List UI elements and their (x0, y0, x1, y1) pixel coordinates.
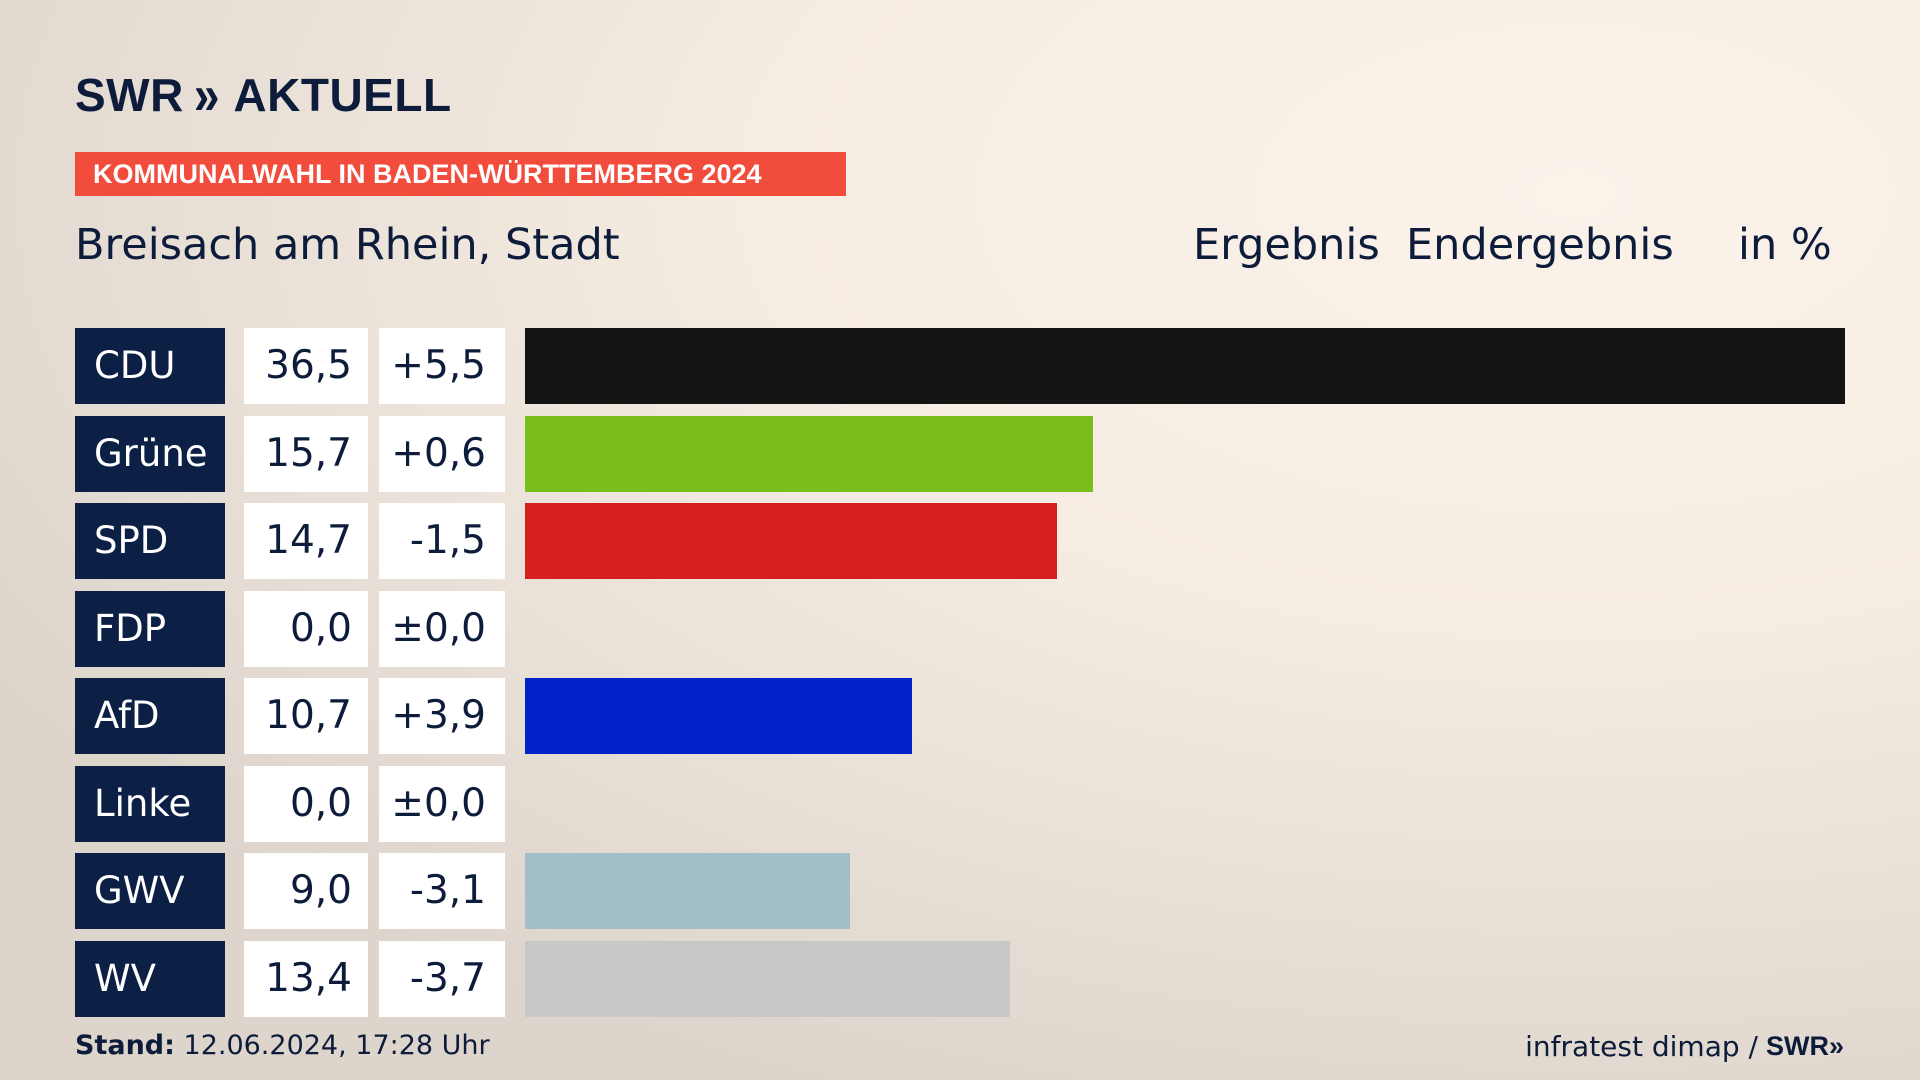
value-label: 0,0 (244, 591, 368, 667)
value-label: 15,7 (244, 416, 368, 492)
chart-row: GWV 9,0 -3,1 (75, 853, 1845, 929)
party-label: AfD (75, 678, 225, 754)
chart-row: Linke 0,0 ±0,0 (75, 766, 1845, 842)
source-chevron-icon: » (1828, 1031, 1844, 1061)
diff-label: -3,7 (379, 941, 505, 1017)
value-label: 36,5 (244, 328, 368, 404)
stand-label: Stand: (75, 1030, 175, 1061)
value-label: 10,7 (244, 678, 368, 754)
diff-label: -1,5 (379, 503, 505, 579)
source-text: infratest dimap / (1525, 1030, 1758, 1063)
chart-row: SPD 14,7 -1,5 (75, 503, 1845, 579)
header-unit: in % (1738, 220, 1832, 270)
chart-row: Grüne 15,7 +0,6 (75, 416, 1845, 492)
diff-label: -3,1 (379, 853, 505, 929)
result-bar (525, 503, 1057, 579)
party-label: Grüne (75, 416, 225, 492)
result-bar (525, 853, 850, 929)
diff-label: ±0,0 (379, 766, 505, 842)
chart-row: WV 13,4 -3,7 (75, 941, 1845, 1017)
result-bar (525, 678, 912, 754)
party-label: CDU (75, 328, 225, 404)
swr-aktuell-logo: SWR» AKTUELL (75, 64, 452, 126)
logo-brand: SWR (75, 69, 184, 121)
result-bar (525, 941, 1010, 1017)
value-label: 0,0 (244, 766, 368, 842)
footer-source: infratest dimap / SWR» (1525, 1030, 1844, 1063)
party-label: Linke (75, 766, 225, 842)
election-badge: KOMMUNALWAHL IN BADEN-WÜRTTEMBERG 2024 (75, 152, 846, 196)
party-label: WV (75, 941, 225, 1017)
source-brand: SWR (1765, 1031, 1829, 1061)
value-label: 14,7 (244, 503, 368, 579)
chart-row: FDP 0,0 ±0,0 (75, 591, 1845, 667)
diff-label: +5,5 (379, 328, 505, 404)
result-bar (525, 328, 1845, 404)
logo-chevron-icon: » (193, 63, 219, 127)
chart-row: AfD 10,7 +3,9 (75, 678, 1845, 754)
header-result: Ergebnis (1193, 220, 1380, 270)
party-label: FDP (75, 591, 225, 667)
footer-stand: Stand: 12.06.2024, 17:28 Uhr (75, 1030, 490, 1061)
stand-value: 12.06.2024, 17:28 Uhr (183, 1030, 490, 1061)
logo-name: AKTUELL (233, 69, 452, 121)
party-label: SPD (75, 503, 225, 579)
diff-label: ±0,0 (379, 591, 505, 667)
party-label: GWV (75, 853, 225, 929)
value-label: 13,4 (244, 941, 368, 1017)
diff-label: +3,9 (379, 678, 505, 754)
source-swr-logo: SWR» (1766, 1031, 1844, 1062)
diff-label: +0,6 (379, 416, 505, 492)
chart-row: CDU 36,5 +5,5 (75, 328, 1845, 404)
result-bar (525, 416, 1093, 492)
header-status: Endergebnis (1406, 220, 1674, 270)
place-title: Breisach am Rhein, Stadt (75, 220, 620, 270)
value-label: 9,0 (244, 853, 368, 929)
